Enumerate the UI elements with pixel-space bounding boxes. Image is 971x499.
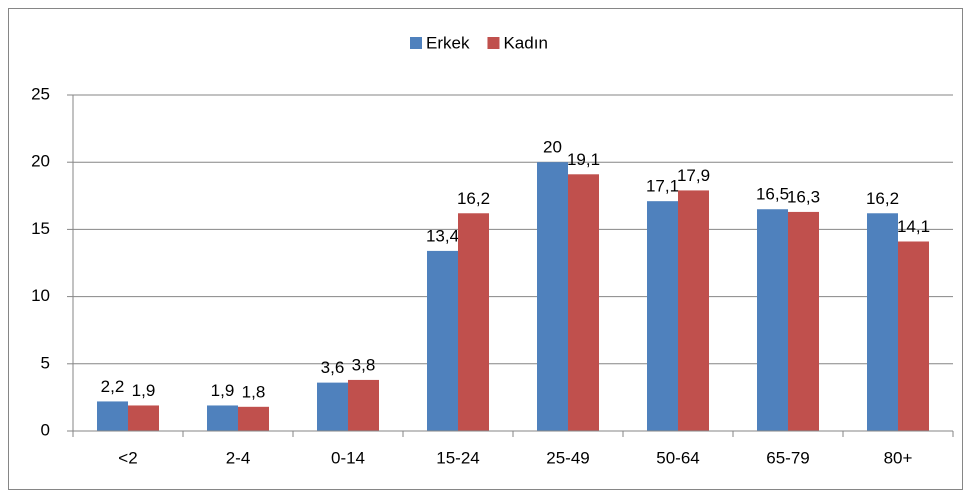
- bar: [427, 250, 458, 431]
- value-label: 1,8: [242, 382, 266, 401]
- bar: [317, 382, 348, 431]
- bar: [348, 379, 379, 431]
- bar: [898, 241, 929, 431]
- y-tick-label: 20: [31, 152, 50, 171]
- x-tick-label: 2-4: [226, 448, 251, 467]
- legend-swatch: [487, 37, 500, 49]
- legend-label: Kadın: [503, 33, 547, 52]
- bar: [647, 201, 678, 431]
- bar: [788, 211, 819, 431]
- bar: [128, 405, 159, 431]
- bar: [568, 174, 599, 431]
- y-tick-label: 25: [31, 84, 50, 103]
- x-tick-label: 0-14: [331, 448, 365, 467]
- value-label: 20: [543, 138, 562, 157]
- bar: [458, 213, 489, 431]
- legend-label: Erkek: [426, 33, 470, 52]
- bar: [97, 401, 128, 431]
- bar: [678, 190, 709, 431]
- bar: [537, 162, 568, 431]
- bar: [238, 406, 269, 431]
- x-tick-label: 15-24: [436, 448, 479, 467]
- value-label: 16,2: [866, 189, 899, 208]
- value-label: 3,6: [321, 358, 345, 377]
- value-label: 19,1: [567, 150, 600, 169]
- value-label: 14,1: [897, 217, 930, 236]
- value-label: 17,1: [646, 177, 679, 196]
- value-label: 2,2: [101, 377, 125, 396]
- value-label: 1,9: [132, 381, 156, 400]
- value-label: 16,2: [457, 189, 490, 208]
- value-label: 17,9: [677, 166, 710, 185]
- y-tick-label: 0: [41, 420, 50, 439]
- x-tick-label: 65-79: [766, 448, 809, 467]
- bar: [867, 213, 898, 431]
- x-tick-label: 80+: [884, 448, 913, 467]
- x-tick-label: <2: [118, 448, 137, 467]
- value-label: 13,4: [426, 226, 459, 245]
- x-tick-label: 25-49: [546, 448, 589, 467]
- value-label: 3,8: [352, 355, 376, 374]
- value-label: 16,5: [756, 185, 789, 204]
- bar: [757, 209, 788, 431]
- legend-swatch: [410, 37, 422, 49]
- bar: [207, 405, 238, 431]
- value-label: 1,9: [211, 381, 235, 400]
- y-tick-label: 10: [31, 286, 50, 305]
- x-tick-label: 50-64: [656, 448, 699, 467]
- value-label: 16,3: [787, 187, 820, 206]
- y-tick-label: 5: [41, 353, 50, 372]
- y-tick-label: 15: [31, 219, 50, 238]
